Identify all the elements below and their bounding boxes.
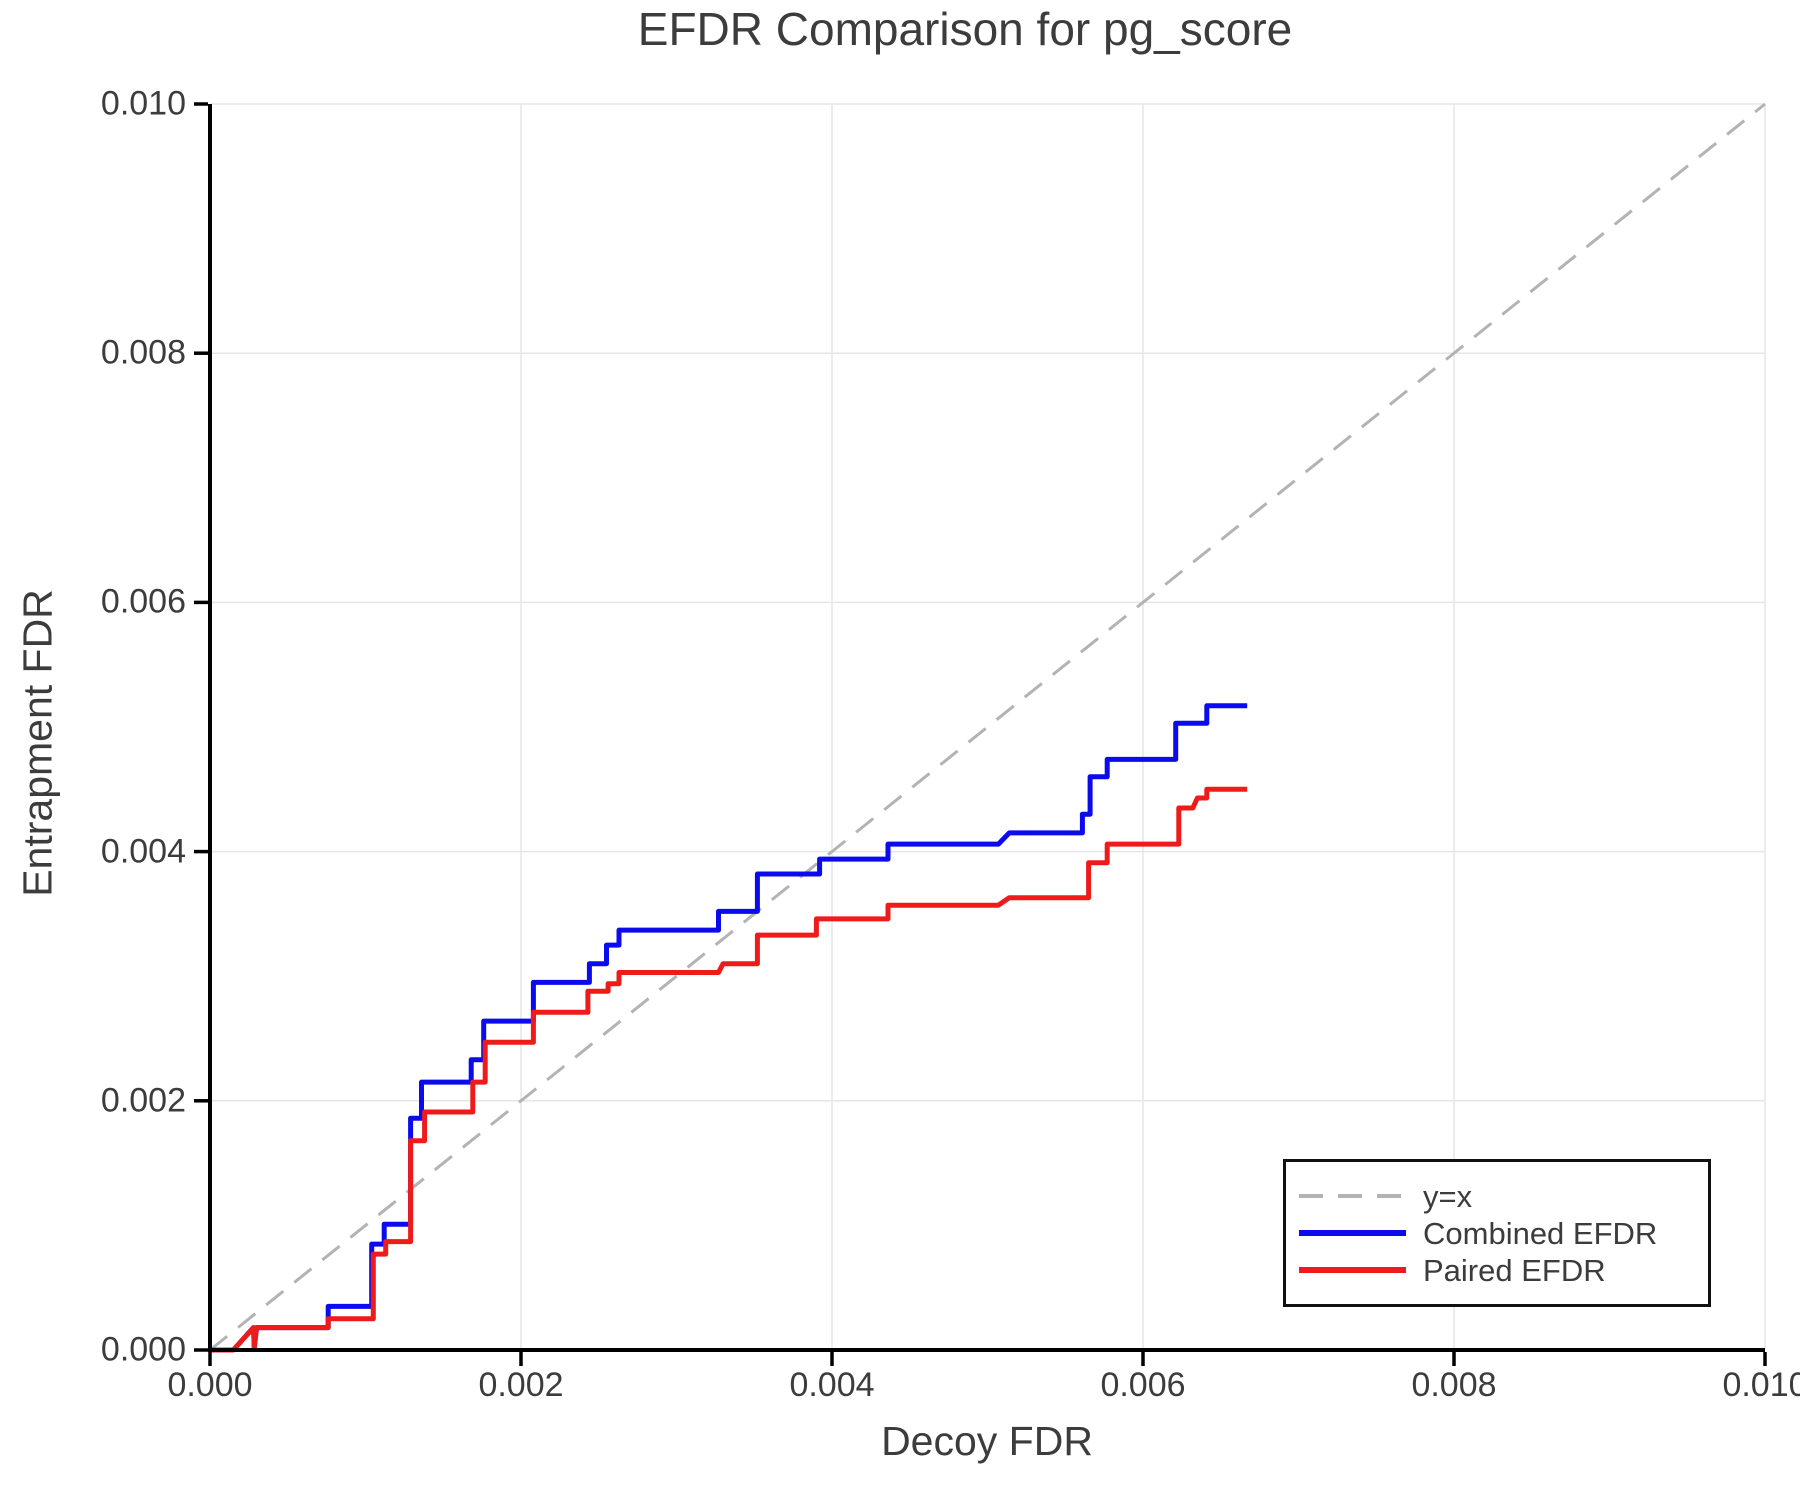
y-tick-label: 0.000 <box>100 1330 186 1369</box>
dashed-line-swatch-icon <box>1299 1194 1406 1198</box>
reference-line-y-equals-x <box>209 102 1766 1352</box>
chart-title: EFDR Comparison for pg_score <box>637 3 1293 55</box>
x-tick-label: 0.008 <box>1411 1366 1497 1404</box>
legend-label-reference: y=x <box>1423 1178 1473 1214</box>
legend-row-combined: Combined EFDR <box>1299 1215 1708 1252</box>
y-tick-label: 0.004 <box>100 832 186 871</box>
x-tick-label: 0.002 <box>478 1366 564 1404</box>
x-tick-label: 0.010 <box>1722 1366 1800 1404</box>
x-tick-label: 0.000 <box>167 1366 253 1404</box>
series-line-paired-efdr <box>210 786 1248 1353</box>
y-tick-label: 0.008 <box>100 333 186 372</box>
y-axis-label: Entrapment FDR <box>14 589 61 897</box>
y-tick-label: 0.002 <box>100 1081 186 1120</box>
solid-line-swatch-icon <box>1299 1230 1406 1236</box>
x-tick-label: 0.006 <box>1100 1366 1186 1404</box>
legend: y=x Combined EFDR Paired EFDR <box>1283 1159 1711 1307</box>
x-tick-label: 0.004 <box>789 1366 875 1404</box>
y-tick-label: 0.006 <box>100 582 186 621</box>
x-axis-label: Decoy FDR <box>881 1418 1093 1464</box>
solid-line-swatch-icon <box>1299 1267 1406 1273</box>
legend-label-paired: Paired EFDR <box>1423 1252 1606 1288</box>
series-line-combined-efdr <box>210 703 1248 1353</box>
legend-label-combined: Combined EFDR <box>1423 1215 1658 1251</box>
legend-row-paired: Paired EFDR <box>1299 1252 1708 1289</box>
y-tick-label: 0.010 <box>100 84 186 123</box>
legend-row-reference: y=x <box>1299 1178 1708 1215</box>
